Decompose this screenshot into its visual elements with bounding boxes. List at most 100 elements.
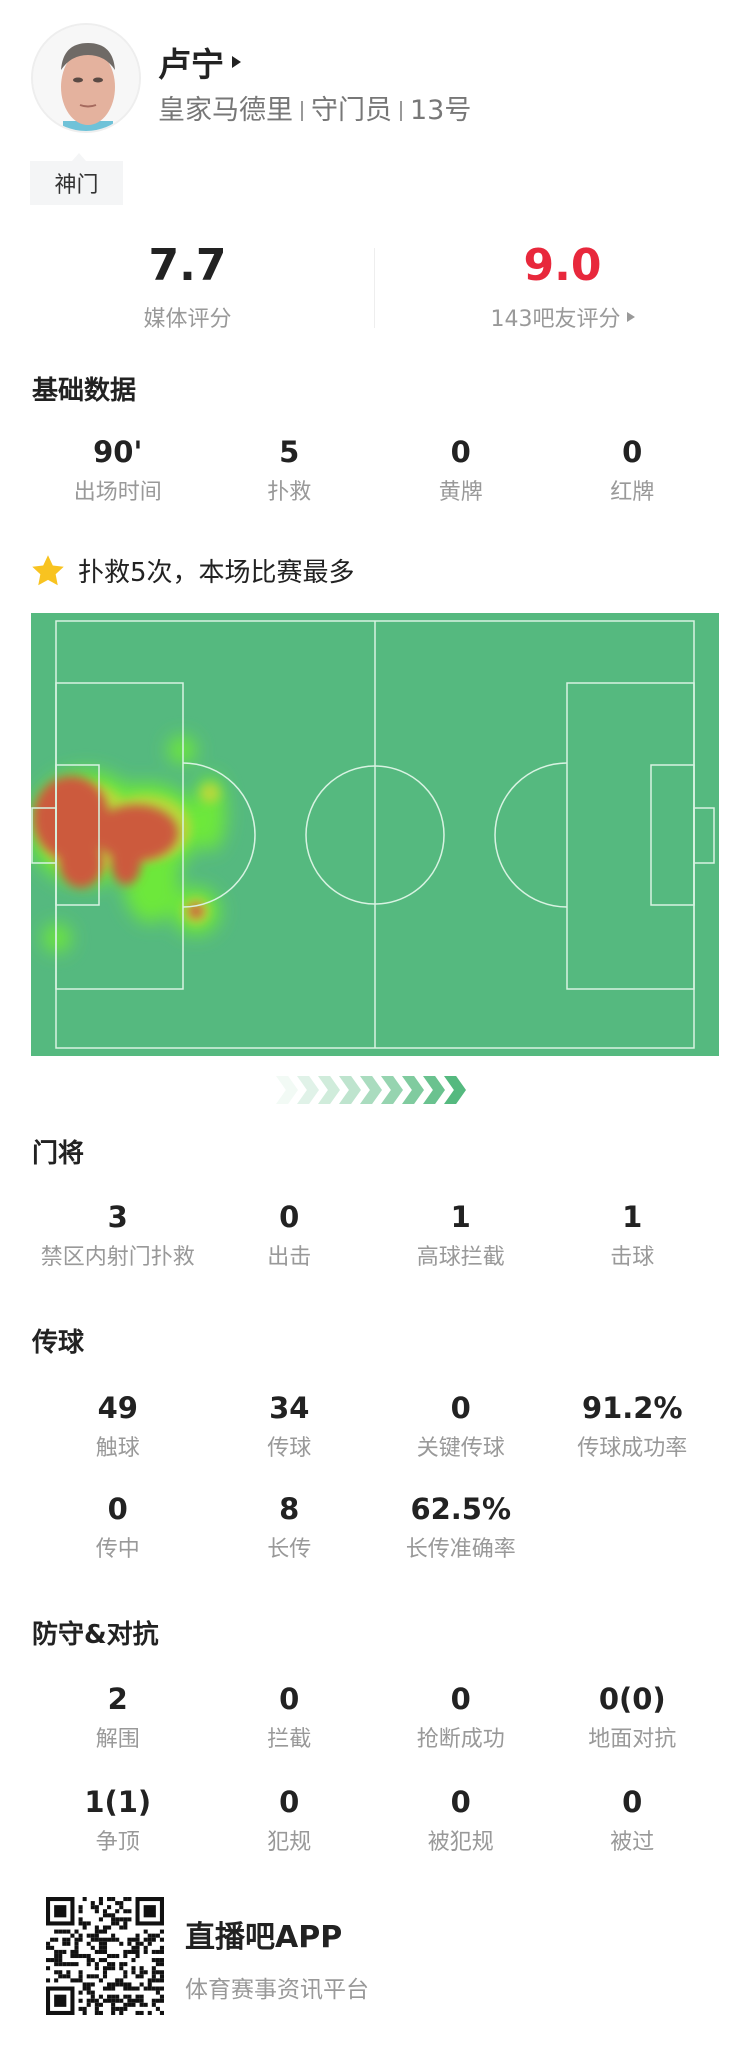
- stat-label: 高球拦截: [416, 1245, 505, 1270]
- stat-label: 红牌: [610, 480, 655, 505]
- stat-value: 1(1): [84, 1785, 152, 1819]
- chevron-right-icon: [297, 1076, 319, 1104]
- stat-label: 传球: [267, 1436, 312, 1461]
- stat-label: 禁区内射门扑救: [40, 1245, 195, 1270]
- stat-label: 抢断成功: [416, 1727, 505, 1752]
- stat-value: 1: [622, 1200, 643, 1234]
- stat-item: 62.5% 长传准确率: [375, 1491, 547, 1563]
- section-title-passing: 传球: [32, 1328, 85, 1358]
- media-rating-label: 媒体评分: [143, 307, 232, 332]
- stat-item: 1(1) 争顶: [32, 1784, 204, 1856]
- chevron-right-icon: [318, 1076, 340, 1104]
- stat-label: 黄牌: [438, 480, 483, 505]
- pitch-lines: [31, 620, 715, 1049]
- fan-rating[interactable]: 9.0 143吧友评分: [375, 240, 750, 333]
- stat-item: 91.2% 传球成功率: [547, 1390, 719, 1462]
- stat-label: 拦截: [267, 1727, 312, 1752]
- stat-value: 0: [450, 1682, 471, 1716]
- chevron-right-icon: [444, 1076, 466, 1104]
- player-tag: 神门: [30, 161, 123, 205]
- stat-value: 49: [97, 1391, 138, 1425]
- star-icon: [32, 554, 64, 585]
- stat-value: 0: [622, 1785, 643, 1819]
- stat-label: 解围: [95, 1727, 140, 1752]
- app-tagline: 体育赛事资讯平台: [185, 1977, 369, 2003]
- goalkeeping-row: 3 禁区内射门扑救 0 出击 1 高球拦截 1 击球: [0, 1199, 750, 1271]
- stat-value: 5: [279, 435, 300, 469]
- position: 守门员: [311, 95, 392, 126]
- stat-label: 击球: [610, 1245, 655, 1270]
- stat-label: 关键传球: [416, 1436, 505, 1461]
- player-name: 卢宁: [158, 45, 224, 84]
- passing-row-1: 49 触球 34 传球 0 关键传球 91.2% 传球成功率: [0, 1390, 750, 1462]
- qr-code[interactable]: [46, 1897, 164, 2015]
- stat-item: 49 触球: [32, 1390, 204, 1462]
- heatmap-pitch: [31, 613, 719, 1056]
- stat-value: 8: [279, 1492, 300, 1526]
- stat-item: 1 高球拦截: [375, 1199, 547, 1271]
- attack-direction: [276, 1076, 466, 1104]
- stat-label: 传中: [95, 1537, 140, 1562]
- stat-label: 触球: [95, 1436, 140, 1461]
- player-name-link[interactable]: 卢宁: [158, 38, 241, 86]
- stat-label: 长传: [267, 1537, 312, 1562]
- caret-right-icon: [232, 56, 241, 68]
- chevron-right-icon: [423, 1076, 445, 1104]
- media-rating-value: 7.7: [148, 240, 227, 291]
- stat-value: 90': [93, 435, 143, 469]
- app-name: 直播吧APP: [185, 1920, 343, 1955]
- avatar[interactable]: [31, 23, 141, 133]
- stat-value: 0: [279, 1682, 300, 1716]
- defense-row-2: 1(1) 争顶 0 犯规 0 被犯规 0 被过: [0, 1784, 750, 1856]
- stat-item: 0(0) 地面对抗: [547, 1681, 719, 1753]
- stat-value: 0: [450, 1785, 471, 1819]
- heat-zones: [31, 736, 226, 952]
- separator: [400, 101, 402, 121]
- stat-label: 长传准确率: [405, 1537, 516, 1562]
- highlight-text: 扑救5次，本场比赛最多: [78, 558, 355, 588]
- stat-label: 被过: [610, 1830, 655, 1855]
- shirt-number: 13号: [410, 95, 472, 126]
- stat-item: 34 传球: [204, 1390, 376, 1462]
- stat-value: 0: [450, 435, 471, 469]
- stat-item: 1 击球: [547, 1199, 719, 1271]
- stat-item: 0 抢断成功: [375, 1681, 547, 1753]
- stat-label: 争顶: [95, 1830, 140, 1855]
- stat-item: 0 被过: [547, 1784, 719, 1856]
- player-photo: [33, 25, 139, 131]
- stat-item: 2 解围: [32, 1681, 204, 1753]
- stat-minutes: 90' 出场时间: [32, 434, 204, 506]
- stat-value: 62.5%: [410, 1492, 512, 1526]
- highlight: 扑救5次，本场比赛最多: [30, 552, 355, 589]
- section-title-defense: 防守&对抗: [32, 1620, 159, 1650]
- stat-red: 0 红牌: [547, 434, 719, 506]
- separator: [301, 101, 303, 121]
- stat-label: 犯规: [267, 1830, 312, 1855]
- stat-value: 0: [279, 1200, 300, 1234]
- stat-item: 3 禁区内射门扑救: [32, 1199, 204, 1271]
- stat-item: 8 长传: [204, 1491, 376, 1563]
- stat-value: 1: [450, 1200, 471, 1234]
- stat-item: 0 关键传球: [375, 1390, 547, 1462]
- team-name: 皇家马德里: [158, 95, 293, 126]
- stat-item: 0 传中: [32, 1491, 204, 1563]
- divider: [374, 248, 375, 328]
- stat-yellow: 0 黄牌: [375, 434, 547, 506]
- media-rating: 7.7 媒体评分: [0, 240, 375, 333]
- stat-value: 2: [107, 1682, 128, 1716]
- fan-rating-label: 143吧友评分: [490, 307, 621, 332]
- section-title-goalkeeping: 门将: [32, 1139, 85, 1169]
- stat-value: 34: [269, 1391, 310, 1425]
- stat-value: 3: [107, 1200, 128, 1234]
- chevron-right-icon: [276, 1076, 298, 1104]
- stat-item: 0 犯规: [204, 1784, 376, 1856]
- stat-label: 出场时间: [73, 480, 162, 505]
- stat-label: 被犯规: [427, 1830, 494, 1855]
- stat-label: 出击: [267, 1245, 312, 1270]
- section-title-basic: 基础数据: [32, 376, 137, 406]
- basic-stats-row: 90' 出场时间 5 扑救 0 黄牌 0 红牌: [0, 434, 750, 506]
- chevron-right-icon: [381, 1076, 403, 1104]
- defense-row-1: 2 解围 0 拦截 0 抢断成功 0(0) 地面对抗: [0, 1681, 750, 1753]
- player-info: 皇家马德里 守门员 13号: [158, 88, 471, 127]
- chevron-right-icon: [402, 1076, 424, 1104]
